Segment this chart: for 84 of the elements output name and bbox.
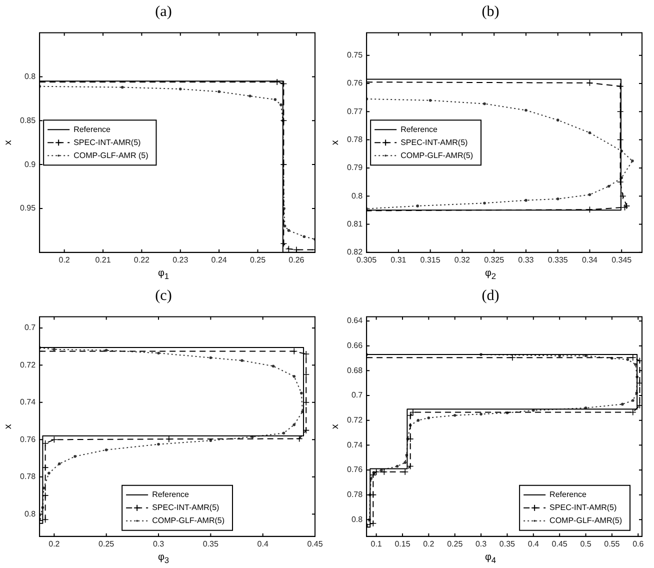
x-tick-label: 0.23 <box>172 255 189 264</box>
x-tick-label: 0.4 <box>257 539 269 548</box>
x-tick-label: 0.15 <box>394 539 411 548</box>
x-tick-label: 0.32 <box>454 255 471 264</box>
x-tick-label: 0.55 <box>604 539 620 548</box>
x-tick-label: 0.345 <box>612 255 632 264</box>
x-tick-label: 0.305 <box>356 255 378 264</box>
y-tick-label: 0.68 <box>346 366 364 375</box>
x-tick-label: 0.2 <box>58 255 70 264</box>
x-tick-label: 0.35 <box>202 539 220 548</box>
legend-label: COMP-GLF-AMR (5) <box>74 150 149 160</box>
x-axis-title: φ$_{4}$ <box>484 552 498 567</box>
x-axis-title: φ$_{2}$ <box>484 268 498 283</box>
x-tick-label: 0.25 <box>250 255 266 264</box>
y-tick-label: 0.76 <box>20 434 36 444</box>
chart-title: (b) <box>480 3 500 22</box>
legend-label: Reference <box>74 124 112 134</box>
chart-title: (d) <box>480 287 500 306</box>
y-tick-label: 0.74 <box>346 440 364 450</box>
x-tick-label: 0.45 <box>307 539 324 548</box>
y-tick-label: 0.95 <box>20 204 36 213</box>
x-tick-label: 0.2 <box>48 539 60 548</box>
y-axis-title: x <box>330 140 341 146</box>
x-tick-label: 0.45 <box>552 539 568 548</box>
legend-label: SPEC-INT-AMR(5) <box>400 138 468 147</box>
x-tick-label: 0.335 <box>548 255 568 264</box>
x-tick-label: 0.35 <box>499 539 516 548</box>
y-tick-label: 0.75 <box>346 50 364 60</box>
y-tick-label: 0.76 <box>346 78 364 88</box>
x-tick-label: 0.34 <box>582 255 598 264</box>
x-tick-label: 0.26 <box>288 255 305 264</box>
x-tick-label: 0.2 <box>423 539 435 548</box>
chart-title: (c) <box>154 287 173 306</box>
y-tick-label: 0.77 <box>346 106 364 116</box>
y-tick-label: 0.78 <box>346 490 364 500</box>
y-axis-title: x <box>330 424 341 430</box>
x-tick-label: 0.325 <box>484 255 505 264</box>
y-tick-label: 0.64 <box>346 316 364 326</box>
legend-label: Reference <box>400 124 438 134</box>
x-tick-label: 0.5 <box>580 539 592 548</box>
x-tick-label: 0.1 <box>370 539 382 548</box>
x-tick-label: 0.22 <box>134 255 150 264</box>
x-tick-label: 0.3 <box>475 539 488 548</box>
y-tick-label: 0.8 <box>351 191 364 200</box>
legend-label: COMP-GLF-AMR(5) <box>152 516 225 526</box>
x-axis-title: φ$_{3}$ <box>156 552 170 567</box>
y-tick-label: 0.8 <box>351 514 364 524</box>
y-tick-label: 0.82 <box>346 248 364 257</box>
x-tick-label: 0.4 <box>528 539 540 548</box>
legend-label: SPEC-INT-AMR(5) <box>152 503 220 512</box>
legend-label: COMP-GLF-AMR(5) <box>400 150 474 160</box>
x-tick-label: 0.25 <box>447 539 464 548</box>
x-tick-label: 0.25 <box>98 539 115 548</box>
x-tick-label: 0.315 <box>420 255 441 264</box>
legend-label: SPEC-INT-AMR(5) <box>74 138 142 147</box>
y-tick-label: 0.72 <box>20 360 36 370</box>
y-tick-label: 0.72 <box>346 416 364 425</box>
y-axis-title: x <box>2 140 14 146</box>
x-tick-label: 0.33 <box>518 255 534 264</box>
y-tick-label: 0.76 <box>346 465 364 474</box>
x-tick-label: 0.3 <box>152 539 165 548</box>
y-tick-label: 0.74 <box>20 398 36 407</box>
y-tick-label: 0.79 <box>346 163 364 172</box>
y-axis-title: x <box>2 424 14 430</box>
y-tick-label: 0.8 <box>24 72 36 81</box>
y-tick-label: 0.66 <box>346 341 364 350</box>
y-tick-label: 0.9 <box>24 160 36 169</box>
x-tick-label: 0.31 <box>390 255 407 264</box>
legend-label: COMP-GLF-AMR(5) <box>550 516 622 526</box>
y-tick-label: 0.7 <box>351 390 364 400</box>
y-tick-label: 0.7 <box>24 323 36 332</box>
legend-label: Reference <box>550 490 588 500</box>
chart-title: (a) <box>154 3 173 22</box>
legend-label: SPEC-INT-AMR(5) <box>550 503 618 512</box>
x-tick-label: 0.21 <box>95 255 112 264</box>
y-tick-label: 0.78 <box>346 134 364 144</box>
y-tick-label: 0.78 <box>20 472 36 482</box>
x-tick-label: 0.24 <box>211 255 228 264</box>
y-tick-label: 0.81 <box>346 219 364 228</box>
x-tick-label: 0.6 <box>632 539 644 548</box>
y-tick-label: 0.85 <box>20 116 36 125</box>
x-axis-title: φ$_{1}$ <box>156 268 170 283</box>
y-tick-label: 0.8 <box>24 509 36 518</box>
legend-label: Reference <box>152 490 190 500</box>
